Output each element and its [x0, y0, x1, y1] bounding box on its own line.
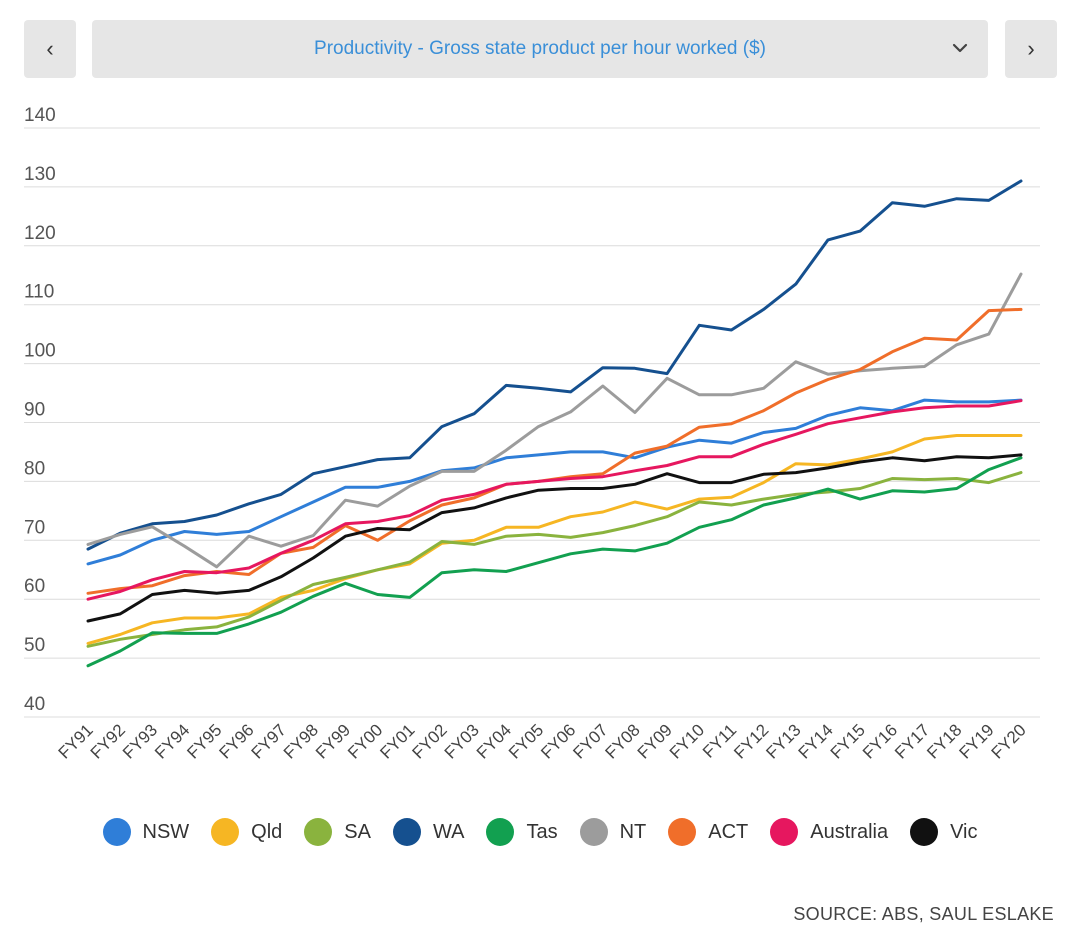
legend-swatch [770, 818, 799, 846]
legend-label: Qld [251, 820, 283, 843]
legend-swatch [910, 818, 939, 846]
x-tick-label: FY08 [602, 720, 644, 762]
previous-button[interactable]: ‹ [24, 20, 76, 78]
y-tick-label: 90 [24, 400, 45, 421]
next-button[interactable]: › [1005, 20, 1057, 78]
x-tick-label: FY96 [216, 720, 258, 762]
legend-swatch [304, 818, 333, 846]
legend-swatch [211, 818, 240, 846]
x-tick-label: FY07 [569, 720, 611, 762]
x-tick-label: FY16 [859, 720, 901, 762]
chart-legend: NSW Qld SA WA Tas NT ACT Australia Vic [0, 812, 1080, 852]
chevron-down-icon [952, 43, 968, 53]
x-tick-label: FY09 [634, 720, 676, 762]
x-tick-label: FY03 [441, 720, 483, 762]
series-line-sa [86, 471, 1023, 648]
x-tick-label: FY06 [537, 720, 579, 762]
legend-item-tas[interactable]: Tas [486, 818, 558, 846]
y-tick-label: 50 [24, 635, 45, 656]
x-tick-label: FY94 [151, 720, 193, 762]
legend-item-australia[interactable]: Australia [770, 818, 888, 846]
legend-label: SA [344, 820, 371, 843]
y-tick-label: 110 [24, 282, 54, 303]
legend-label: Vic [950, 820, 978, 843]
x-tick-label: FY18 [923, 720, 965, 762]
y-tick-label: 100 [24, 341, 56, 362]
y-tick-label: 60 [24, 576, 45, 597]
x-tick-label: FY17 [891, 720, 933, 762]
legend-label: ACT [708, 820, 749, 843]
y-tick-label: 40 [24, 694, 45, 715]
x-tick-label: FY19 [955, 720, 997, 762]
line-chart: 405060708090100110120130140FY91FY92FY93F… [24, 105, 1040, 763]
legend-item-qld[interactable]: Qld [211, 818, 282, 846]
x-tick-label: FY10 [666, 720, 708, 762]
top-bar: ‹ Productivity - Gross state product per… [0, 0, 1080, 100]
x-tick-label: FY97 [248, 720, 290, 762]
legend-item-wa[interactable]: WA [392, 818, 465, 846]
x-tick-label: FY13 [762, 720, 804, 762]
y-tick-label: 120 [24, 223, 56, 244]
x-tick-label: FY14 [795, 720, 837, 762]
x-tick-label: FY04 [473, 720, 515, 762]
y-tick-label: 140 [24, 105, 56, 126]
legend-swatch [102, 818, 131, 846]
source-note: SOURCE: ABS, SAUL ESLAKE [793, 904, 1054, 924]
x-tick-label: FY00 [344, 720, 386, 762]
series-line-tas [86, 456, 1023, 668]
y-tick-label: 80 [24, 458, 45, 479]
chevron-right-icon: › [1027, 36, 1035, 61]
chevron-left-icon: ‹ [46, 36, 54, 61]
x-tick-label: FY99 [312, 720, 354, 762]
legend-label: Australia [810, 820, 889, 843]
x-tick-label: FY20 [988, 720, 1030, 762]
legend-label: WA [432, 820, 465, 843]
legend-swatch [579, 818, 608, 846]
series-line-qld [86, 434, 1023, 645]
x-tick-label: FY91 [55, 720, 97, 762]
chart-selector-dropdown[interactable]: Productivity - Gross state product per h… [92, 20, 988, 78]
series-line-vic [86, 453, 1023, 623]
legend-item-sa[interactable]: SA [304, 818, 371, 846]
y-tick-label: 70 [24, 517, 45, 538]
x-tick-label: FY12 [730, 720, 772, 762]
legend-label: NT [619, 820, 647, 843]
legend-item-act[interactable]: ACT [668, 818, 748, 846]
x-tick-label: FY02 [409, 720, 451, 762]
legend-item-vic[interactable]: Vic [910, 818, 978, 846]
chart-selector-label: Productivity - Gross state product per h… [314, 38, 766, 59]
x-tick-label: FY98 [280, 720, 322, 762]
x-tick-label: FY05 [505, 720, 547, 762]
series-line-australia [86, 399, 1023, 601]
legend-swatch [392, 818, 421, 846]
y-tick-label: 130 [24, 164, 56, 185]
x-tick-label: FY01 [376, 720, 418, 762]
series-line-act [86, 307, 1023, 595]
x-tick-label: FY15 [827, 720, 869, 762]
series-line-nt [86, 272, 1023, 569]
x-tick-label: FY93 [119, 720, 161, 762]
series-line-nsw [86, 398, 1023, 566]
legend-item-nt[interactable]: NT [579, 818, 647, 846]
legend-item-nsw[interactable]: NSW [102, 818, 190, 846]
series-line-wa [86, 179, 1023, 551]
x-tick-label: FY92 [87, 720, 129, 762]
legend-swatch [668, 818, 697, 846]
legend-label: Tas [526, 820, 558, 843]
x-tick-label: FY11 [699, 720, 740, 761]
x-tick-label: FY95 [183, 720, 225, 762]
legend-swatch [486, 818, 515, 846]
legend-label: NSW [142, 820, 190, 843]
